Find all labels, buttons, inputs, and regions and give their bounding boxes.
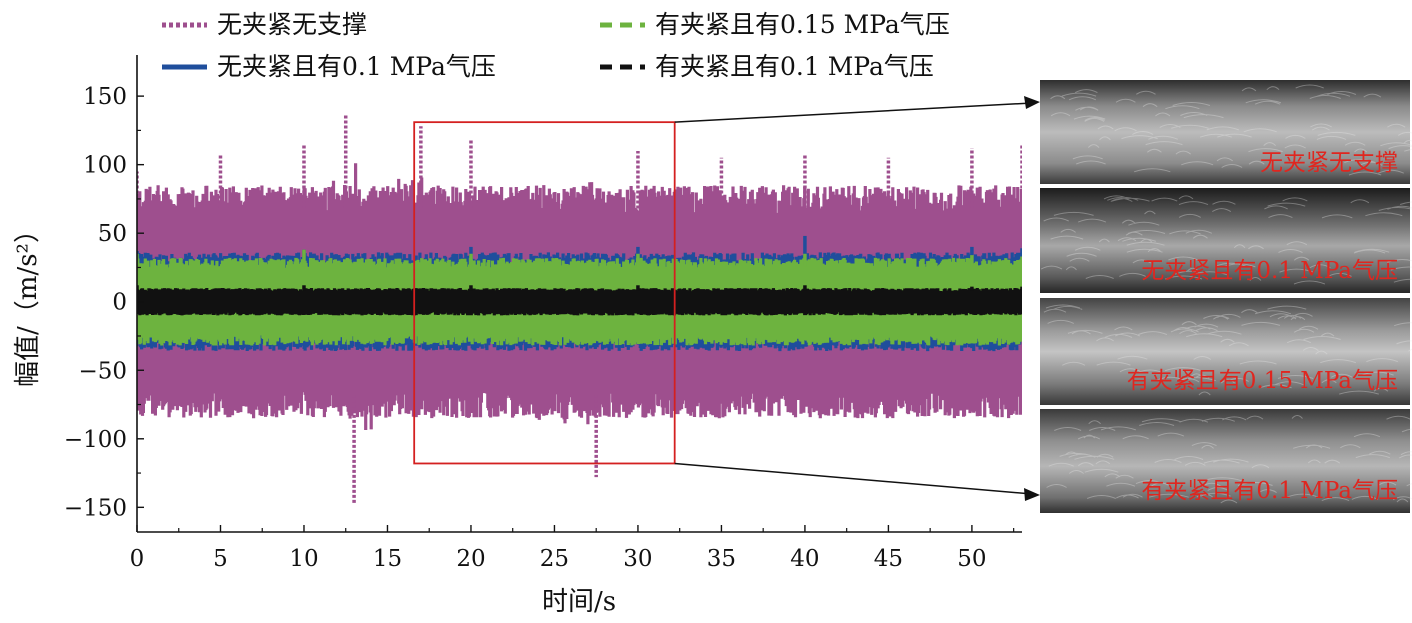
zoom-box xyxy=(413,121,676,465)
legend-item-3: 有夹紧且有0.15 MPa气压 xyxy=(600,10,950,39)
tool-marks xyxy=(1050,84,1412,176)
x-axis-title: 时间/s xyxy=(542,587,616,617)
x-tick-label-3: 15 xyxy=(373,546,402,572)
metal-surface-image xyxy=(1040,298,1410,405)
tool-marks xyxy=(1043,304,1412,396)
series-4-trace xyxy=(137,285,1022,316)
tool-marks xyxy=(1040,195,1412,285)
x-tick-label-7: 35 xyxy=(707,546,736,572)
x-tick-label-8: 40 xyxy=(790,546,819,572)
y-axis-title: 幅值/（m/s²） xyxy=(13,217,43,387)
y-tick-label-0: 150 xyxy=(83,84,127,110)
arrowhead-top xyxy=(1024,96,1040,109)
legend-label: 有夹紧且有0.15 MPa气压 xyxy=(655,10,950,39)
y-tick-label-3: 0 xyxy=(112,290,127,316)
y-tick-label-2: 50 xyxy=(98,221,127,247)
y-tick-label-6: −150 xyxy=(64,495,127,521)
y-tick-label-5: −100 xyxy=(64,427,127,453)
tool-marks xyxy=(1046,415,1412,504)
plot-area xyxy=(137,115,1022,504)
photo-panel-2: 无夹紧且有0.1 MPa气压 xyxy=(1040,188,1412,293)
y-tick-label-4: −50 xyxy=(78,358,127,384)
legend-item-1: 无夹紧无支撑 xyxy=(162,10,367,39)
zoom-callout xyxy=(413,96,1040,501)
photo-label-4: 有夹紧且有0.1 MPa气压 xyxy=(1141,478,1398,504)
axes: 0 5 10 15 20 25 30 35 40 45 50 150 100 50 0 −50 −100 −150 xyxy=(64,55,1022,572)
arrowhead-bottom xyxy=(1024,488,1040,501)
x-tick-label-5: 25 xyxy=(540,546,569,572)
connector-top xyxy=(674,102,1033,123)
legend-label: 无夹紧无支撑 xyxy=(217,10,367,39)
metal-surface-image xyxy=(1040,409,1410,513)
photo-panel-3: 有夹紧且有0.15 MPa气压 xyxy=(1040,298,1412,405)
metal-surface-image xyxy=(1040,188,1410,293)
legend-label: 无夹紧且有0.1 MPa气压 xyxy=(217,52,496,81)
legend-item-4: 有夹紧且有0.1 MPa气压 xyxy=(600,52,934,81)
x-tick-label-0: 0 xyxy=(130,546,145,572)
metal-surface-image xyxy=(1040,80,1410,184)
x-tick-label-2: 10 xyxy=(289,546,318,572)
photo-label-3: 有夹紧且有0.15 MPa气压 xyxy=(1127,368,1398,394)
photo-label-1: 无夹紧无支撑 xyxy=(1260,150,1398,176)
legend-item-2: 无夹紧且有0.1 MPa气压 xyxy=(162,52,496,81)
x-tick-label-10: 50 xyxy=(957,546,986,572)
legend-label: 有夹紧且有0.1 MPa气压 xyxy=(655,52,934,81)
x-tick-label-6: 30 xyxy=(623,546,652,572)
photo-label-2: 无夹紧且有0.1 MPa气压 xyxy=(1141,258,1398,284)
y-tick-label-1: 100 xyxy=(83,153,127,179)
connector-bottom xyxy=(674,462,1033,495)
photo-panel-1: 无夹紧无支撑 xyxy=(1040,80,1412,184)
x-tick-label-4: 20 xyxy=(456,546,485,572)
x-tick-label-1: 5 xyxy=(213,546,228,572)
photo-panel-4: 有夹紧且有0.1 MPa气压 xyxy=(1040,409,1412,513)
x-tick-label-9: 45 xyxy=(874,546,903,572)
